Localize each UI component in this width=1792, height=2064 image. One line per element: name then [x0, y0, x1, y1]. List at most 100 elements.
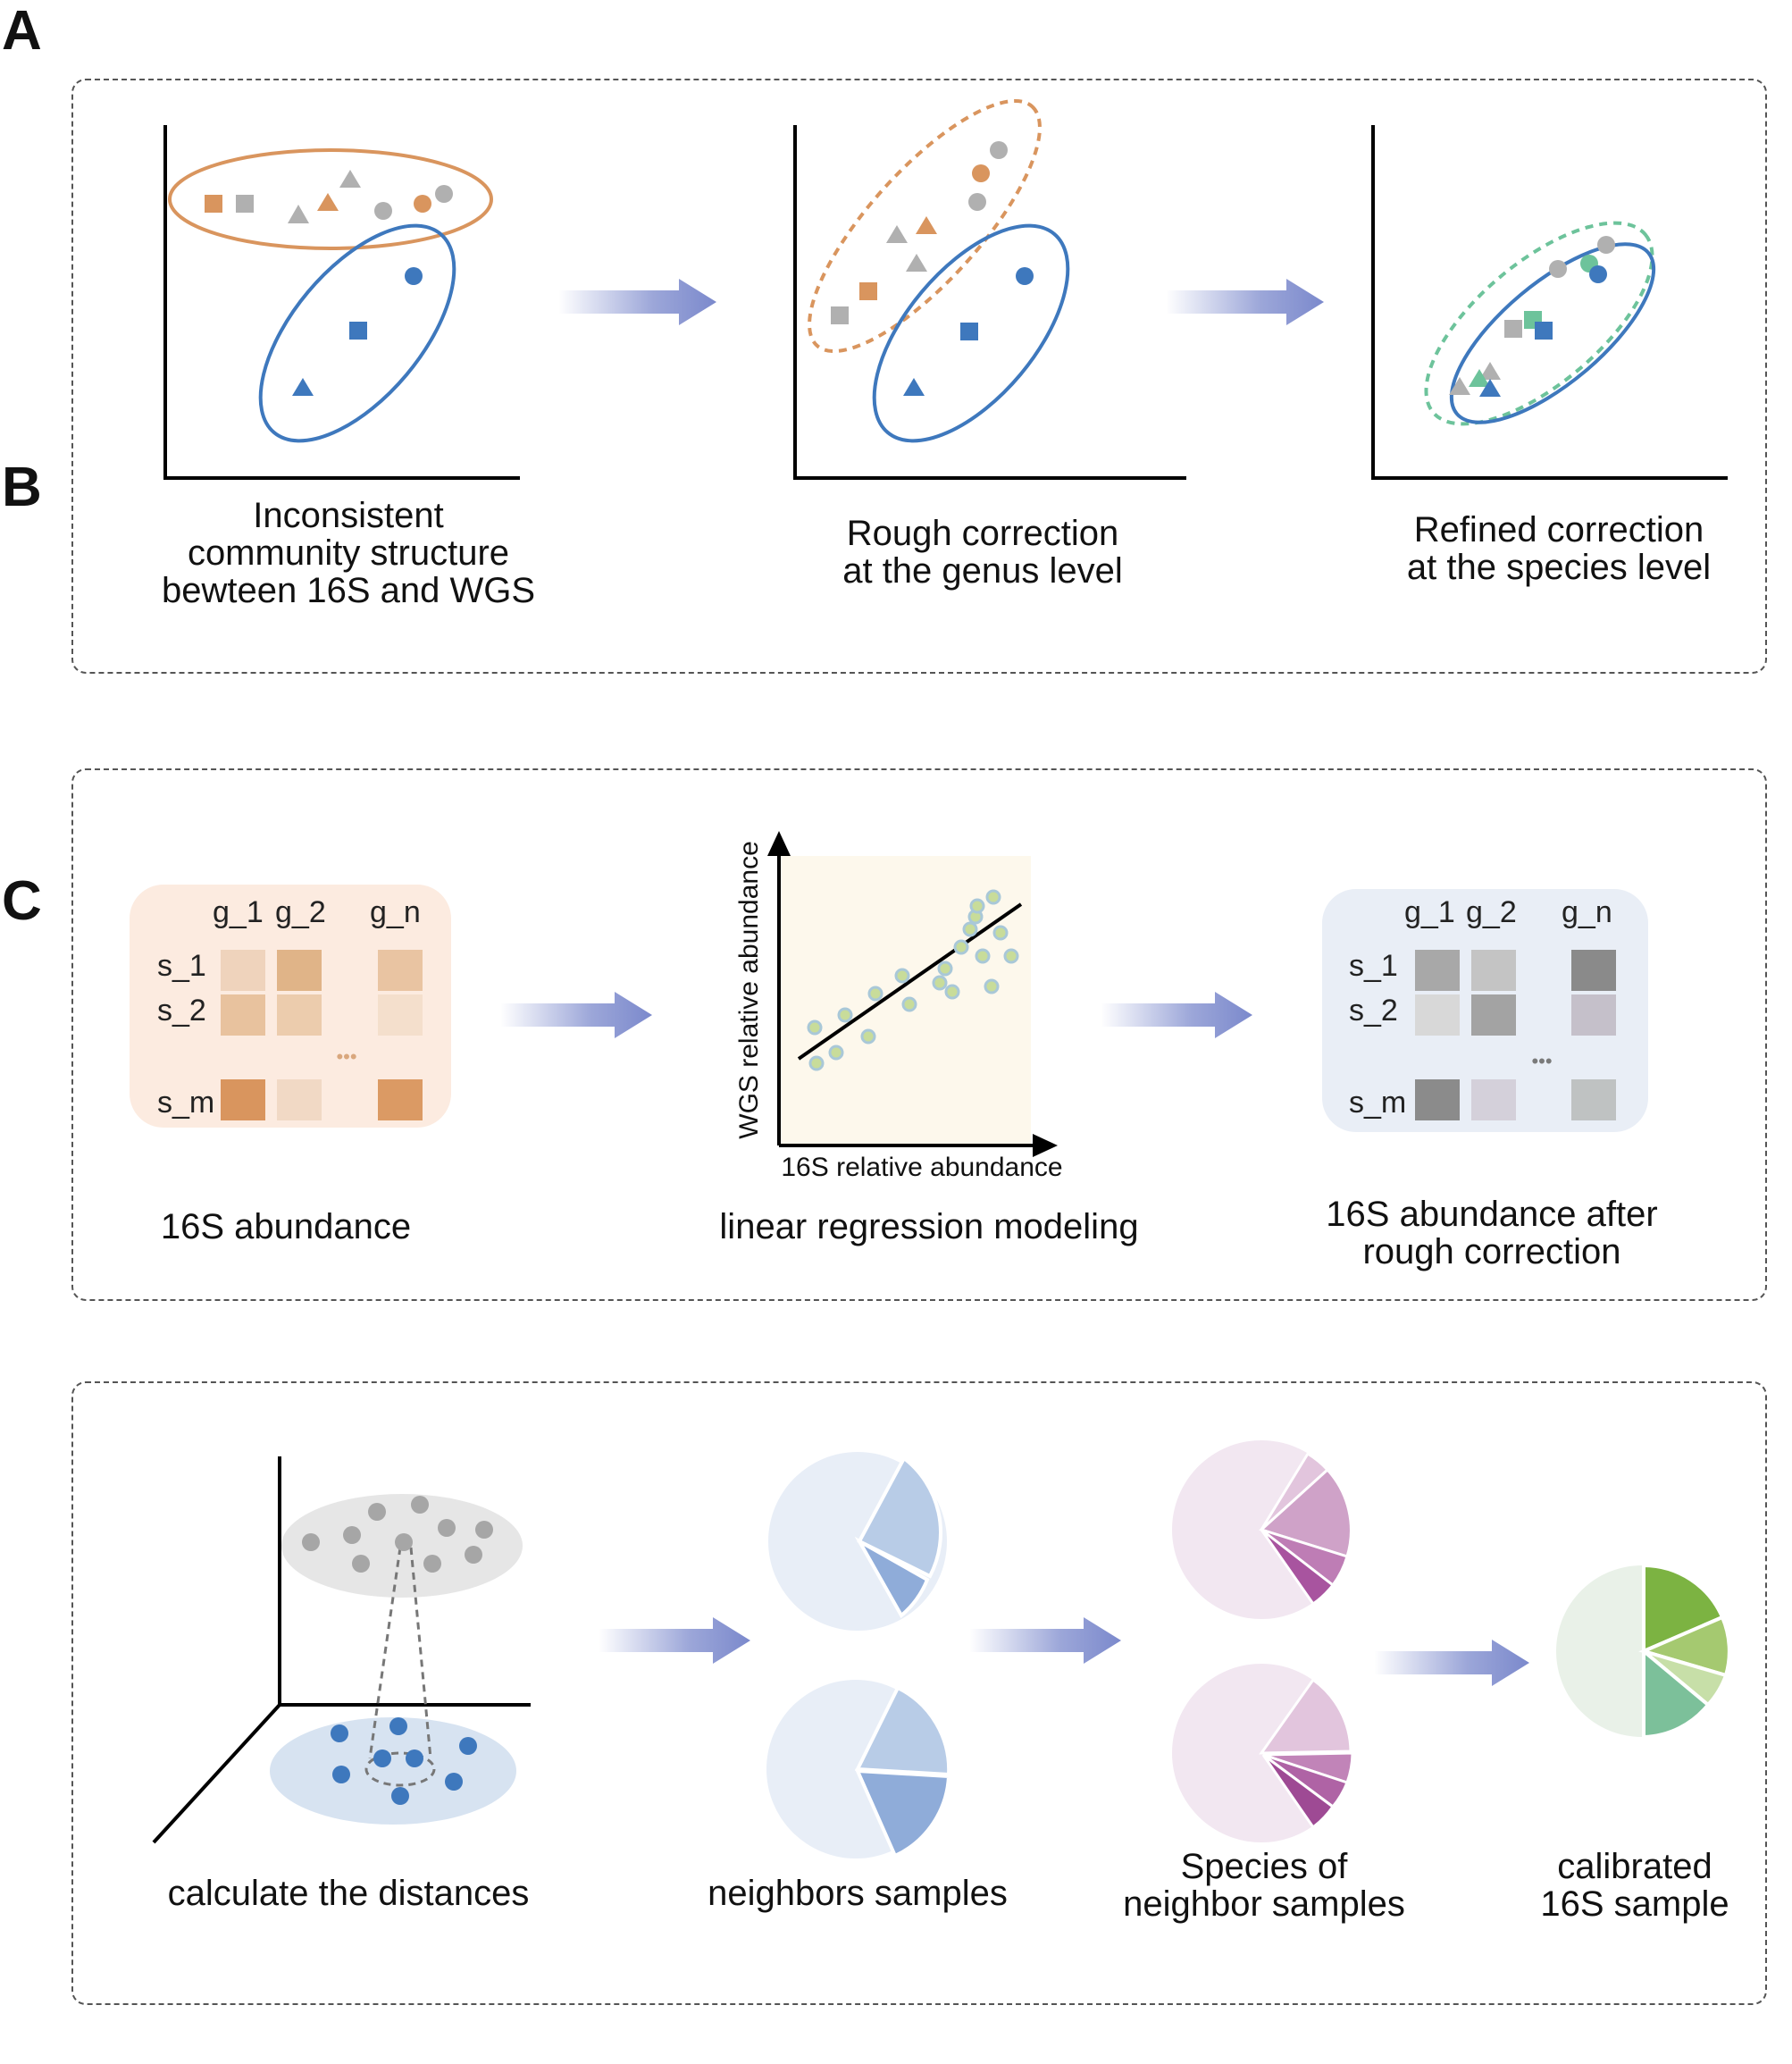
matrix-column-label: g_1 — [1404, 895, 1455, 929]
panel-a-caption-3: Refined correction at the species level — [1406, 510, 1712, 587]
matrix-cell — [1471, 994, 1516, 1036]
matrix-row-label: s_1 — [1349, 949, 1398, 983]
arrow-icon — [1374, 1640, 1529, 1686]
panel-b-matrix-16s: g_1 g_2 g_n s_1 s_2 s_m ••• — [130, 885, 451, 1128]
scatter-point — [894, 968, 910, 984]
gray-circle-marker — [374, 202, 392, 220]
arrow-icon — [969, 1617, 1121, 1664]
matrix-cell — [1571, 950, 1616, 991]
matrix-ellipsis: ••• — [1531, 1050, 1552, 1072]
matrix-cell — [378, 1079, 423, 1120]
scatter-point — [992, 925, 1009, 941]
projection-line — [409, 1547, 432, 1759]
arrow-icon — [1166, 279, 1324, 325]
matrix-cell — [221, 994, 265, 1036]
matrix-column-label: g_2 — [275, 895, 326, 929]
blue-triangle-marker — [292, 378, 314, 396]
panel-a-caption-1: Inconsistent community structure bewteen… — [161, 496, 536, 610]
gray-circle-marker — [968, 193, 986, 211]
panel-a-plot-1 — [163, 125, 520, 480]
gray-circle-marker — [1549, 260, 1567, 278]
panel-c-caption-4: calibrated 16S sample — [1540, 1847, 1729, 1924]
matrix-cell — [1415, 950, 1460, 991]
calibrated-pie-chart — [1556, 1563, 1731, 1740]
matrix-row-label: s_2 — [1349, 994, 1398, 1028]
matrix-column-label: g_2 — [1466, 895, 1517, 929]
panel-label-b: B — [2, 457, 42, 518]
orange-circle-marker — [972, 164, 990, 182]
matrix-cell — [1471, 950, 1516, 991]
orange-cluster-ellipse — [168, 148, 493, 250]
gray-triangle-marker — [339, 170, 361, 188]
regression-x-label: 16S relative abundance — [781, 1153, 1062, 1182]
matrix-column-label: g_1 — [213, 895, 264, 929]
green-dashed-cluster-ellipse — [1424, 221, 1654, 426]
gray-triangle-marker — [886, 225, 908, 243]
gray-triangle-marker — [1479, 362, 1501, 380]
matrix-cell — [277, 1079, 322, 1120]
panel-c-distance-plot — [152, 1456, 531, 1844]
species-pie-chart — [1172, 1440, 1352, 1619]
blue-triangle-marker — [903, 378, 925, 396]
matrix-cell — [277, 950, 322, 991]
panel-a-frame — [71, 79, 1767, 674]
arrow-icon — [558, 279, 716, 325]
orange-triangle-marker — [317, 193, 339, 211]
x-axis-arrow-icon — [1033, 1134, 1058, 1157]
orange-circle-marker — [414, 195, 431, 213]
gray-triangle-marker — [1449, 377, 1470, 395]
matrix-row-label: s_1 — [157, 949, 206, 983]
scatter-point — [932, 975, 948, 991]
panel-c-caption-1: calculate the distances — [167, 1874, 530, 1913]
blue-sample-cloud — [270, 1717, 516, 1825]
y-axis-arrow-icon — [767, 831, 791, 856]
matrix-cell — [1415, 1079, 1460, 1120]
scatter-point — [807, 1019, 823, 1036]
panel-a-plot-3 — [1371, 125, 1728, 480]
gray-circle-marker — [1597, 236, 1615, 254]
regression-points — [807, 889, 1019, 1071]
scatter-point — [1003, 948, 1019, 964]
matrix-cell — [1415, 994, 1460, 1036]
gray-sample-points — [302, 1496, 493, 1573]
blue-cluster-ellipse — [258, 223, 456, 443]
blue-circle-marker — [1589, 265, 1607, 283]
neighbor-selection-ellipse — [364, 1751, 436, 1787]
orange-square-marker — [205, 195, 222, 213]
regression-line — [797, 902, 1023, 1061]
matrix-column-label: g_n — [370, 895, 421, 929]
projection-line — [368, 1547, 402, 1759]
gray-square-marker — [236, 195, 254, 213]
matrix-cell — [378, 950, 423, 991]
scatter-point — [985, 889, 1001, 905]
neighbor-pie-chart — [768, 1452, 947, 1631]
blue-square-marker — [349, 322, 367, 340]
panel-label-c: C — [2, 870, 42, 932]
matrix-cell — [378, 994, 423, 1036]
panel-b-matrix-corrected: g_1 g_2 g_n s_1 s_2 s_m ••• — [1322, 889, 1648, 1132]
matrix-cell — [1571, 994, 1616, 1036]
orange-square-marker — [859, 282, 877, 300]
panel-b-caption-1: 16S abundance — [160, 1207, 412, 1246]
y-axis — [152, 1703, 281, 1844]
panel-b-regression-plot: 16S relative abundance WGS relative abun… — [734, 831, 1063, 1182]
arrow-icon — [599, 1617, 750, 1664]
matrix-cell — [1471, 1079, 1516, 1120]
scatter-point — [860, 1028, 876, 1045]
scatter-point — [953, 939, 969, 955]
gray-triangle-marker — [288, 205, 309, 223]
gray-square-marker — [831, 306, 849, 324]
blue-cluster-ellipse — [872, 223, 1070, 443]
panel-c-caption-2: neighbors samples — [708, 1874, 1008, 1913]
matrix-cell — [277, 994, 322, 1036]
blue-square-marker — [1535, 322, 1553, 340]
gray-circle-marker — [990, 141, 1008, 159]
gray-square-marker — [1504, 320, 1522, 338]
scatter-point — [984, 978, 1000, 994]
panel-label-a: A — [2, 0, 42, 62]
scatter-point — [808, 1055, 825, 1071]
scatter-point — [867, 986, 883, 1002]
blue-circle-marker — [1016, 267, 1034, 285]
panel-b-caption-2: linear regression modeling — [719, 1207, 1139, 1246]
